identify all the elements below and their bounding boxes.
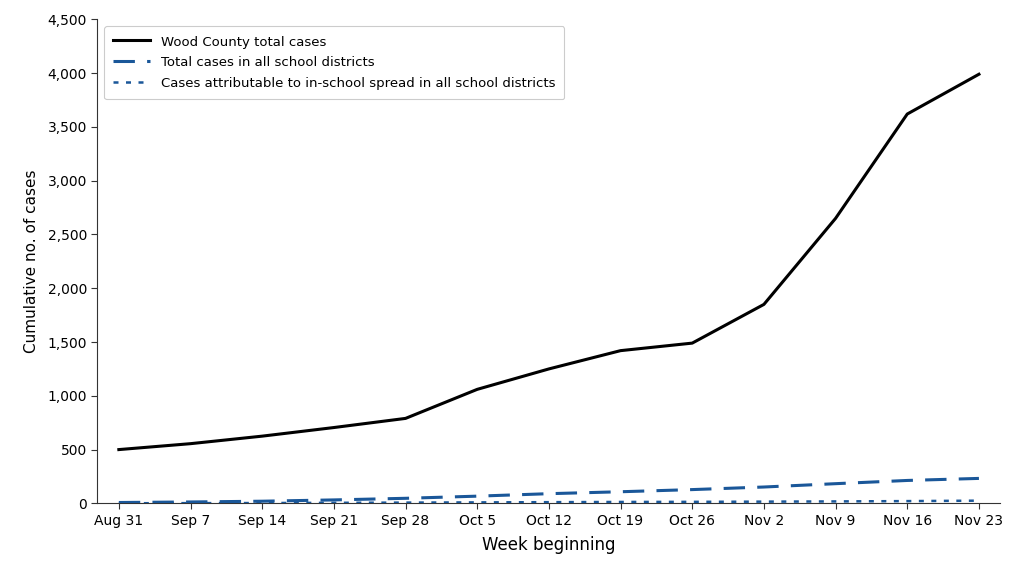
Cases attributable to in-school spread in all school districts	[327, 499, 339, 506]
Total cases in all school districts	[256, 498, 268, 504]
Total cases in all school districts	[471, 493, 483, 500]
Wood County total cases	[613, 347, 626, 354]
Total cases in all school districts	[399, 495, 412, 502]
Cases attributable to in-school spread in all school districts	[256, 500, 268, 507]
Wood County total cases	[471, 386, 483, 392]
Wood County total cases	[256, 433, 268, 440]
Total cases in all school districts	[686, 486, 698, 493]
Wood County total cases	[972, 71, 984, 78]
Cases attributable to in-school spread in all school districts	[686, 499, 698, 506]
Cases attributable to in-school spread in all school districts	[828, 498, 841, 505]
Cases attributable to in-school spread in all school districts	[972, 497, 984, 504]
Wood County total cases	[184, 440, 197, 447]
Total cases in all school districts	[613, 488, 626, 495]
Cases attributable to in-school spread in all school districts	[542, 499, 554, 506]
Y-axis label: Cumulative no. of cases: Cumulative no. of cases	[24, 170, 39, 353]
Wood County total cases	[828, 215, 841, 222]
Legend: Wood County total cases, Total cases in all school districts, Cases attributable: Wood County total cases, Total cases in …	[104, 26, 564, 99]
Wood County total cases	[757, 301, 769, 308]
Cases attributable to in-school spread in all school districts	[613, 499, 626, 506]
Line: Total cases in all school districts: Total cases in all school districts	[119, 478, 978, 503]
Wood County total cases	[399, 415, 412, 422]
Wood County total cases	[686, 340, 698, 346]
Total cases in all school districts	[972, 475, 984, 482]
Wood County total cases	[542, 366, 554, 373]
Cases attributable to in-school spread in all school districts	[184, 500, 197, 507]
Cases attributable to in-school spread in all school districts	[471, 499, 483, 506]
Line: Wood County total cases: Wood County total cases	[119, 74, 978, 450]
Total cases in all school districts	[828, 481, 841, 487]
Total cases in all school districts	[327, 496, 339, 503]
Total cases in all school districts	[900, 477, 912, 484]
Wood County total cases	[327, 424, 339, 431]
Cases attributable to in-school spread in all school districts	[113, 500, 125, 507]
Wood County total cases	[113, 446, 125, 453]
Total cases in all school districts	[184, 499, 197, 506]
Line: Cases attributable to in-school spread in all school districts: Cases attributable to in-school spread i…	[119, 500, 978, 503]
Total cases in all school districts	[542, 490, 554, 497]
Cases attributable to in-school spread in all school districts	[399, 499, 412, 506]
Wood County total cases	[900, 111, 912, 118]
X-axis label: Week beginning: Week beginning	[482, 536, 615, 554]
Cases attributable to in-school spread in all school districts	[900, 498, 912, 504]
Cases attributable to in-school spread in all school districts	[757, 498, 769, 505]
Total cases in all school districts	[757, 483, 769, 490]
Total cases in all school districts	[113, 499, 125, 506]
